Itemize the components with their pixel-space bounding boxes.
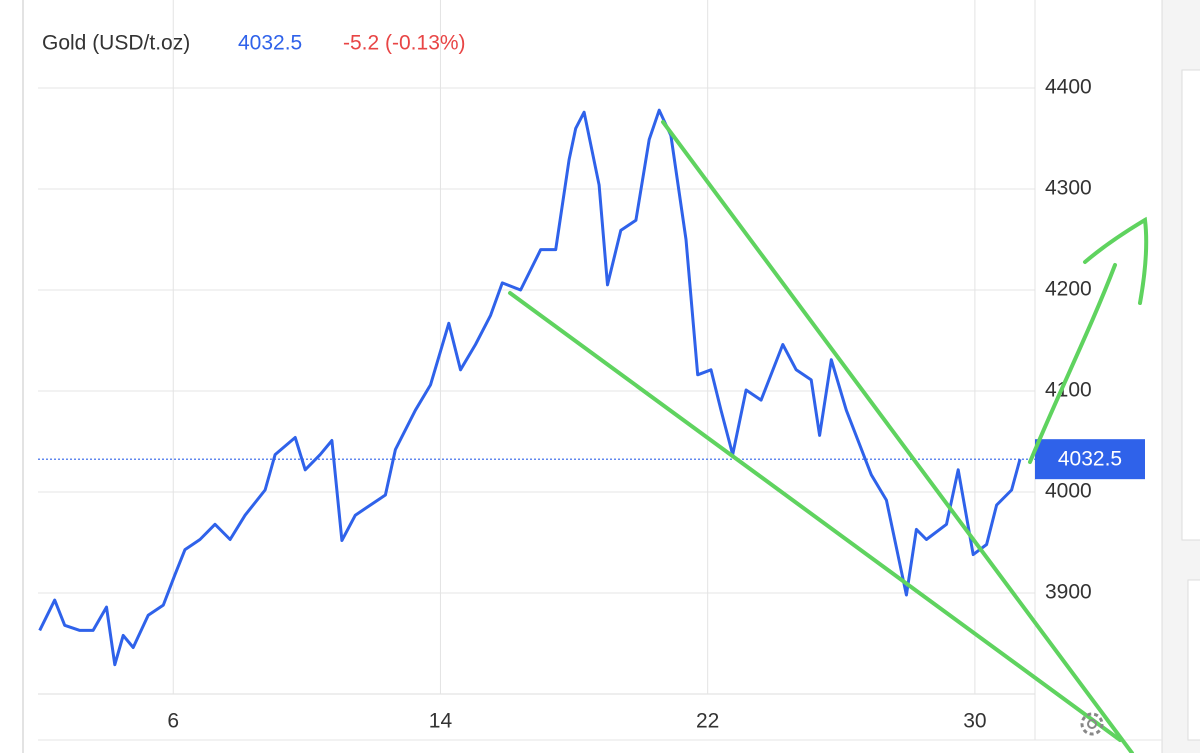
y-tick-label: 4400 xyxy=(1045,76,1092,99)
side-widget xyxy=(1181,69,1200,541)
last-price: 4032.5 xyxy=(238,32,302,55)
arrow-shaft xyxy=(1028,263,1117,464)
x-tick-label: 14 xyxy=(429,710,453,733)
y-tick-label: 4000 xyxy=(1045,480,1092,503)
y-tick-label: 4300 xyxy=(1045,177,1092,200)
arrow-head xyxy=(1083,216,1149,305)
plot: 4032.5 xyxy=(38,108,1145,667)
grid: 3900 4000 4100 4200 4300 4400 6 14 22 30 xyxy=(38,0,1092,740)
settings-icon[interactable] xyxy=(1080,712,1104,736)
last-price-tag-label: 4032.5 xyxy=(1058,448,1122,471)
support-trendline xyxy=(508,291,1122,742)
chart-title: Gold (USD/t.oz) xyxy=(42,32,190,55)
last-price-tag xyxy=(1035,439,1145,480)
side-widget xyxy=(1187,579,1200,741)
x-tick-label: 30 xyxy=(963,710,986,733)
gear-hub[interactable] xyxy=(1087,719,1097,729)
price-line xyxy=(38,108,1022,667)
y-tick-label: 4200 xyxy=(1045,278,1092,301)
gear[interactable] xyxy=(1080,712,1104,736)
x-tick-label: 22 xyxy=(696,710,719,733)
y-tick-label: 3900 xyxy=(1045,581,1092,604)
x-tick-label: 6 xyxy=(167,710,179,733)
annotations xyxy=(508,120,1149,753)
resistance-trendline xyxy=(661,120,1134,753)
y-tick-label: 4100 xyxy=(1045,379,1092,402)
price-change: -5.2 (-0.13%) xyxy=(343,32,466,55)
